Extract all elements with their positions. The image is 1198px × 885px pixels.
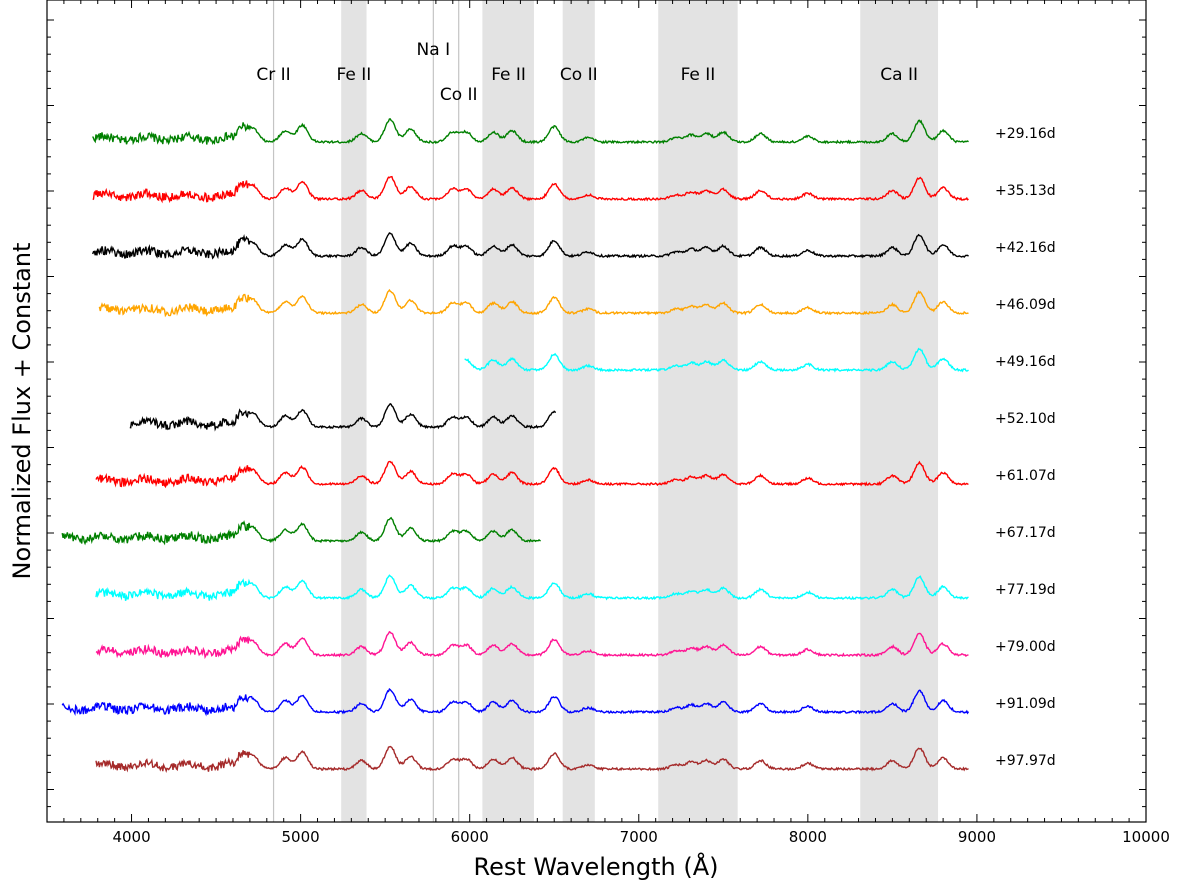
spectrum-line [95,745,969,774]
y-axis-label: Normalized Flux + Constant [8,243,36,580]
x-axis-label: Rest Wavelength (Å) [473,852,718,881]
shaded-band-3 [562,0,595,822]
epoch-label: +91.09d [995,696,1056,712]
plot-background [47,0,1146,822]
shaded-band-1 [341,0,367,822]
spectrum-line [464,347,969,373]
x-tick-label: 10000 [1122,828,1170,846]
shaded-band-5 [860,0,939,822]
epoch-label: +46.09d [995,297,1056,313]
x-tick-label: 6000 [451,828,489,846]
epoch-label: +79.00d [995,639,1056,655]
epoch-label: +49.16d [995,354,1056,370]
line-id-label-1: Cr II [256,65,290,85]
shaded-band-4 [658,0,738,822]
spectrum-line [98,288,969,318]
epoch-label: +35.13d [995,183,1056,199]
line-id-label-5: Fe II [491,65,526,85]
x-tick-label: 8000 [789,828,827,846]
spectrum-line [61,516,541,546]
spectrum-line [95,574,969,601]
x-tick-label: 4000 [112,828,150,846]
spectrum-line [95,630,969,660]
reference-lines [272,0,460,822]
shaded-band-2 [482,0,534,822]
line-id-label-6: Co II [560,65,598,85]
spectrum-line [92,175,969,204]
spectra-series [61,118,970,774]
line-id-label-3: Na I [417,40,451,60]
line-id-label-8: Ca II [880,65,918,85]
x-tick-label: 5000 [282,828,320,846]
spectrum-line [92,232,969,260]
x-tick-label: 7000 [620,828,658,846]
spectrum-line [129,402,556,432]
plot-frame [46,0,1147,823]
epoch-label: +29.16d [995,126,1056,142]
axis-ticks: 4000 5000 6000 7000 8000 9000 10000 [46,0,1170,846]
spectrum-line [95,460,969,489]
line-id-label-4: Co II [440,85,478,105]
line-id-label-7: Fe II [681,65,716,85]
epoch-label: +61.07d [995,468,1056,484]
epoch-labels: +29.16d +35.13d +42.16d +46.09d +49.16d +52.1… [995,126,1056,769]
line-identifications: Cr II Fe II Na I Co II Fe II Co II Fe II Ca II [256,40,918,105]
epoch-label: +52.10d [995,411,1056,427]
spectrum-line [92,118,969,146]
line-id-label-2: Fe II [336,65,371,85]
x-tick-label: 9000 [958,828,996,846]
epoch-label: +42.16d [995,240,1056,256]
epoch-label: +67.17d [995,525,1056,541]
epoch-label: +97.97d [995,753,1056,769]
epoch-label: +77.19d [995,582,1056,598]
spectrum-line [61,687,970,717]
